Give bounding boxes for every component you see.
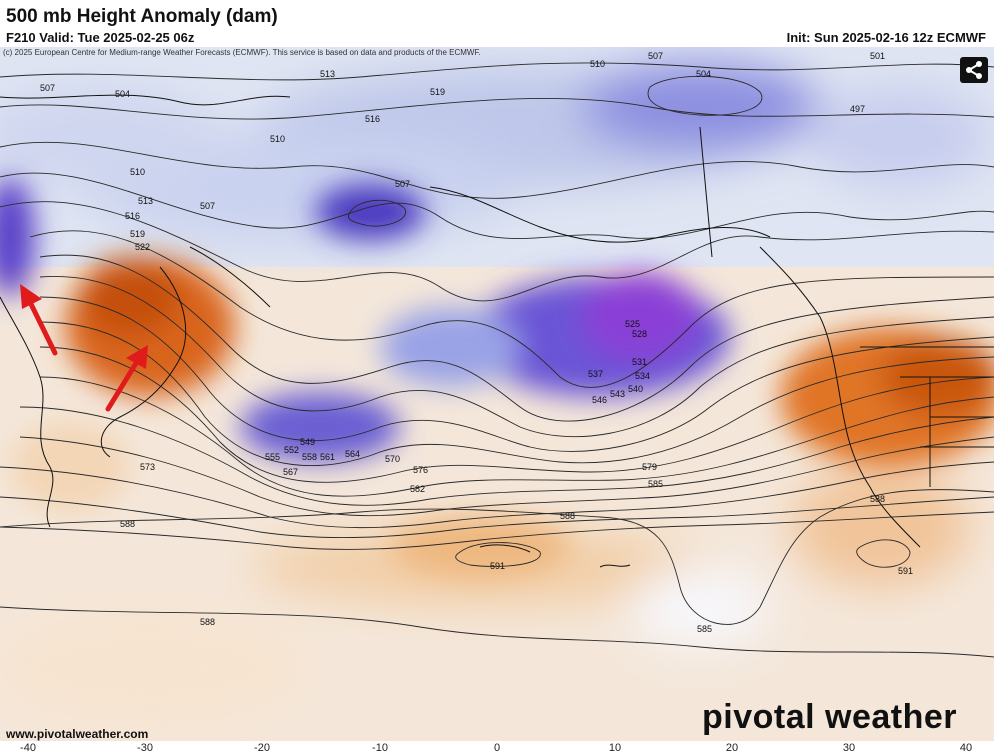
contour-label: 588 [120, 519, 135, 529]
contour-label: 570 [385, 454, 400, 464]
contour-label: 504 [696, 69, 711, 79]
contour-label: 585 [697, 624, 712, 634]
contour-label: 507 [200, 201, 215, 211]
header-bar: 500 mb Height Anomaly (dam) F210 Valid: … [0, 0, 994, 48]
contour-label: 552 [284, 445, 299, 455]
x-tick: 30 [842, 742, 856, 754]
contour-label: 591 [490, 561, 505, 571]
contour-label: 585 [648, 479, 663, 489]
contour-label: 513 [138, 196, 153, 206]
contour-label: 507 [648, 51, 663, 61]
annotation-arrows [20, 284, 148, 412]
contour-label: 540 [628, 384, 643, 394]
contour-label: 588 [870, 494, 885, 504]
anomaly-map: 507 504 513 519 510 507 504 501 497 510 … [0, 47, 994, 741]
contour-label: 579 [642, 462, 657, 472]
contour-label: 573 [140, 462, 155, 472]
contour-label: 516 [365, 114, 380, 124]
x-tick: 10 [608, 742, 622, 754]
valid-time: F210 Valid: Tue 2025-02-25 06z [6, 30, 195, 45]
contour-label: 513 [320, 69, 335, 79]
contour-label: 528 [632, 329, 647, 339]
contour-label: 567 [283, 467, 298, 477]
contour-label: 510 [130, 167, 145, 177]
x-axis: -40 -30 -20 -10 0 10 20 30 40 [0, 741, 994, 756]
contour-label: 576 [413, 465, 428, 475]
site-credit: www.pivotalweather.com [6, 727, 149, 741]
contour-label: 507 [395, 179, 410, 189]
contour-label: 555 [265, 452, 280, 462]
contour-label: 531 [632, 357, 647, 367]
contour-label: 582 [410, 484, 425, 494]
init-time: Init: Sun 2025-02-16 12z ECMWF [786, 30, 986, 45]
contour-label: 522 [135, 242, 150, 252]
contour-label: 558 [302, 452, 317, 462]
red-arrow-west [20, 284, 58, 356]
contour-label: 591 [898, 566, 913, 576]
contour-label: 537 [588, 369, 603, 379]
height-contours [0, 62, 994, 658]
x-tick: -40 [20, 742, 36, 754]
contour-label: 564 [345, 449, 360, 459]
contour-label: 507 [40, 83, 55, 93]
anomaly-shading [0, 47, 994, 741]
copyright-notice: (c) 2025 European Centre for Medium-rang… [3, 48, 481, 57]
contour-label: 588 [200, 617, 215, 627]
x-tick: -10 [372, 742, 388, 754]
x-tick: 40 [959, 742, 973, 754]
contour-label: 546 [592, 395, 607, 405]
contour-label: 543 [610, 389, 625, 399]
contour-label: 519 [130, 229, 145, 239]
contour-label: 525 [625, 319, 640, 329]
x-tick: 20 [725, 742, 739, 754]
share-icon[interactable] [960, 57, 988, 83]
red-arrow-east [105, 345, 148, 412]
x-tick: -20 [254, 742, 270, 754]
contour-label: 519 [430, 87, 445, 97]
contour-label: 534 [635, 371, 650, 381]
contour-label: 588 [560, 511, 575, 521]
brand-logo: pivotal weather [702, 698, 958, 736]
x-tick: 0 [493, 742, 501, 754]
coastlines [0, 94, 994, 568]
contour-label: 497 [850, 104, 865, 114]
map-title: 500 mb Height Anomaly (dam) [6, 6, 278, 27]
x-tick: -30 [137, 742, 153, 754]
contour-label: 561 [320, 452, 335, 462]
contour-label: 510 [590, 59, 605, 69]
contour-label: 510 [270, 134, 285, 144]
contour-label: 516 [125, 211, 140, 221]
contour-labels: 507 504 513 519 510 507 504 501 497 510 … [40, 51, 913, 634]
contour-label: 501 [870, 51, 885, 61]
contour-label: 504 [115, 89, 130, 99]
contour-label: 549 [300, 437, 315, 447]
